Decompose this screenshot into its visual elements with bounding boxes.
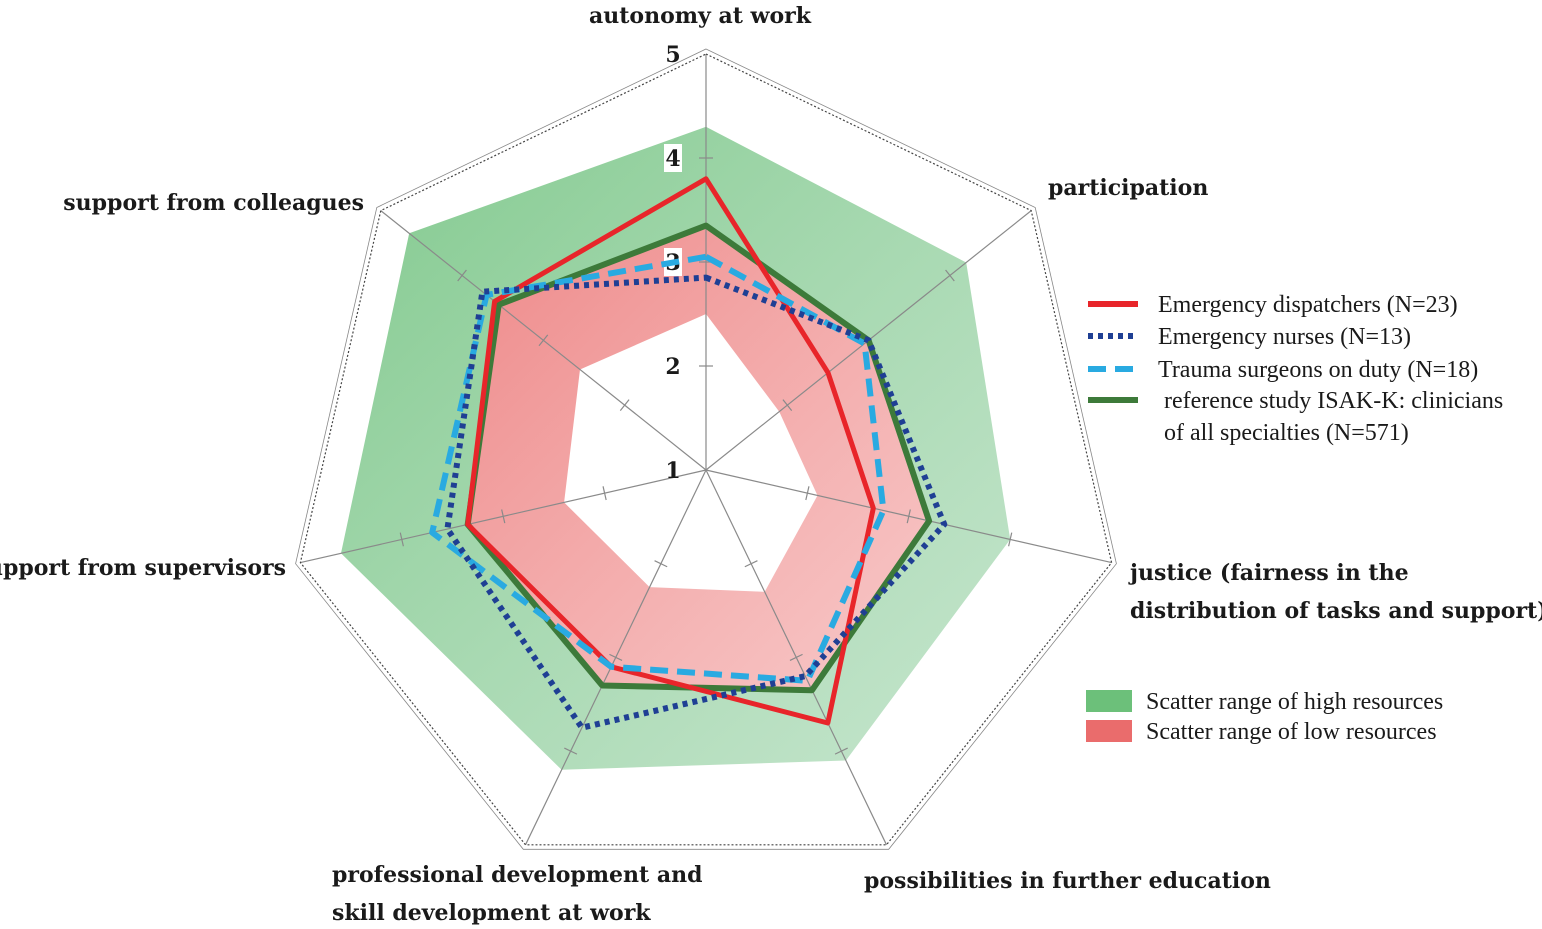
tick-mark [609,653,623,661]
tick-label: 1 [665,458,680,484]
tick-mark [501,509,506,524]
outer-ring [299,53,1113,846]
scatter-range-band [467,225,930,691]
legend-label: Trauma surgeons on duty (N=18) [1158,357,1478,383]
axis-label: support from colleagues [63,190,364,216]
tick-mark [834,747,848,755]
legend-label: of all specialties (N=571) [1164,420,1409,446]
tick-mark [602,486,607,501]
tick-mark [619,399,630,412]
tick-label: 5 [665,42,680,68]
tick-mark [654,560,668,568]
legend-range-label: Scatter range of low resources [1146,719,1437,745]
tick-label-bg [664,352,682,380]
axis-label: possibilities in further education [864,868,1271,894]
tick-mark [538,334,549,347]
tick-mark [457,269,467,282]
axis-labels: autonomy at work participation justice (fa… [0,3,1542,926]
tick-label: 2 [665,354,680,380]
legend-label: reference study ISAK-K: clinicians [1164,388,1503,414]
axis-label: professional development and [332,862,702,888]
legend-range-label: Scatter range of high resources [1146,689,1443,715]
tick-mark [782,399,793,412]
tick-mark [945,269,955,282]
axis-label: distribution of tasks and support) [1130,598,1542,624]
series-line [464,222,933,694]
tick-mark [906,509,911,524]
axis-label: justice (fairness in the [1128,560,1409,586]
legend-label: Emergency nurses (N=13) [1158,324,1411,350]
tick-mark [805,486,810,501]
tick-label: 4 [665,146,680,172]
legend-range-swatch [1086,690,1132,712]
series-line [444,274,948,731]
scatter-ranges [341,126,1011,770]
tick-mark [744,560,758,568]
legend: Emergency dispatchers (N=23) Emergency nu… [1086,292,1503,745]
tick-mark [399,532,404,547]
tick-label-bg [664,144,682,172]
tick-mark [789,653,803,661]
outer-ring-frame [295,48,1117,850]
legend-range-swatch [1086,720,1132,742]
legend-label: Emergency dispatchers (N=23) [1158,292,1458,318]
series-line [429,253,887,684]
axis-label: participation [1048,175,1208,201]
axis-label: skill development at work [332,900,651,926]
axis-label: support from supervisors [0,555,286,581]
tick-mark [564,747,578,755]
series-lines [429,176,948,731]
axis-label: autonomy at work [589,3,812,29]
series-line [465,176,876,726]
tick-mark [1008,532,1013,547]
